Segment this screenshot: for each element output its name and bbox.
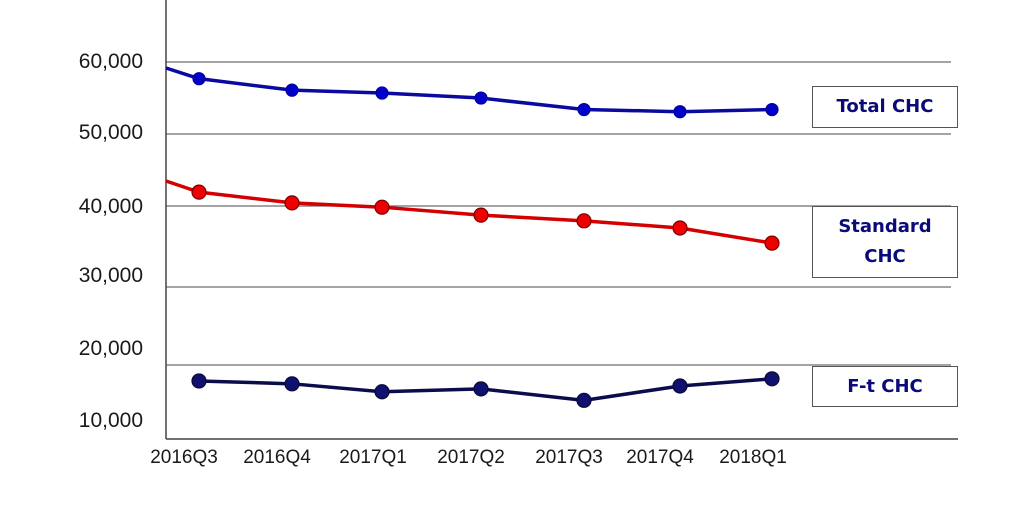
legend-label-standard-chc: Standard CHC <box>812 206 958 278</box>
data-point-marker <box>191 373 207 389</box>
data-point-marker <box>192 72 206 86</box>
y-tick-label: 40,000 <box>79 195 143 218</box>
series-line-standard-chc <box>165 179 773 245</box>
data-point-marker <box>191 184 207 200</box>
x-tick-label: 2017Q4 <box>626 447 694 468</box>
legend-label-ft-chc: F-t CHC <box>812 366 958 407</box>
data-point-marker <box>764 371 780 387</box>
legend-label-total-chc-text: Total CHC <box>836 96 934 117</box>
data-point-marker <box>284 376 300 392</box>
data-point-marker <box>474 91 488 105</box>
series-line-total-chc <box>165 66 773 114</box>
data-point-marker <box>374 384 390 400</box>
data-point-marker <box>764 235 780 251</box>
data-point-marker <box>673 105 687 119</box>
data-point-marker <box>374 199 390 215</box>
data-point-marker <box>576 392 592 408</box>
data-point-marker <box>284 195 300 211</box>
data-point-marker <box>672 378 688 394</box>
y-tick-label: 10,000 <box>79 409 143 432</box>
data-point-marker <box>672 220 688 236</box>
x-tick-label: 2017Q3 <box>535 447 603 468</box>
y-tick-label: 20,000 <box>79 337 143 360</box>
legend-label-standard-chc-line2: CHC <box>864 246 906 267</box>
data-point-marker <box>576 213 592 229</box>
y-axis: 60,000 50,000 40,000 30,000 20,000 10,000 <box>79 0 167 439</box>
legend-label-standard-chc-line1: Standard <box>838 216 932 237</box>
data-point-marker <box>473 207 489 223</box>
legend-label-total-chc: Total CHC <box>812 86 958 128</box>
data-point-marker <box>765 102 779 117</box>
x-axis: 2016Q3 2016Q4 2017Q1 2017Q2 2017Q3 2017Q4 2018… <box>150 447 787 468</box>
data-point-marker <box>285 83 299 97</box>
data-point-marker <box>375 86 389 100</box>
y-tick-label: 60,000 <box>79 50 143 73</box>
x-tick-label: 2016Q3 <box>150 447 218 468</box>
data-point-marker <box>473 381 489 397</box>
data-point-marker <box>577 102 591 117</box>
x-tick-label: 2016Q4 <box>243 447 311 468</box>
x-tick-label: 2017Q2 <box>437 447 505 468</box>
x-tick-label: 2018Q1 <box>719 447 787 468</box>
y-tick-label: 30,000 <box>79 264 143 287</box>
legend-label-ft-chc-text: F-t CHC <box>847 375 923 397</box>
y-tick-label: 50,000 <box>79 121 143 144</box>
x-tick-label: 2017Q1 <box>339 447 407 468</box>
series-lines <box>165 66 780 408</box>
